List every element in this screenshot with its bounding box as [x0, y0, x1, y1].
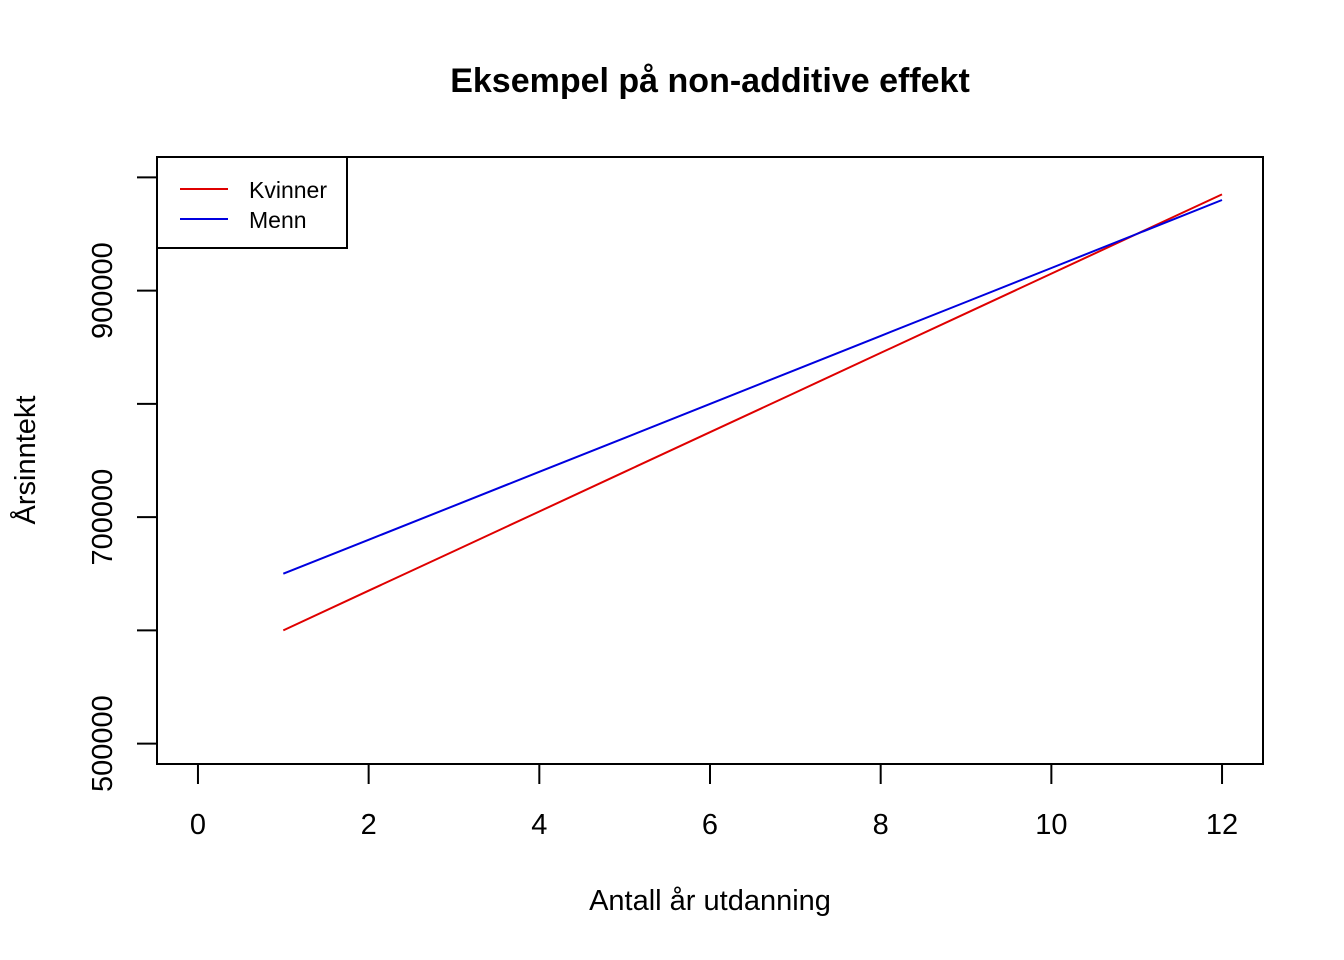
x-axis-label: Antall år utdanning [589, 885, 831, 917]
x-tick-label: 6 [702, 809, 718, 841]
chart-title: Eksempel på non-additive effekt [450, 62, 970, 100]
x-tick-label: 4 [531, 809, 547, 841]
series-layer [282, 193, 1223, 632]
series-line-menn [282, 199, 1223, 575]
y-axis-label: Årsinntekt [9, 396, 42, 525]
x-tick-label: 2 [361, 809, 377, 841]
legend-label-kvinner: Kvinner [249, 177, 327, 203]
legend: Kvinner Menn [156, 156, 348, 249]
x-tick-label: 0 [190, 809, 206, 841]
x-tick-label: 10 [1035, 809, 1067, 841]
legend-box [156, 156, 348, 249]
x-axis: 0 2 4 6 8 10 12 [190, 764, 1238, 841]
series-line-kvinner [282, 193, 1223, 632]
legend-label-menn: Menn [249, 207, 307, 233]
y-axis: 500000 700000 900000 [87, 176, 157, 792]
y-tick-label: 900000 [87, 242, 119, 339]
y-tick-label: 700000 [87, 469, 119, 566]
x-tick-label: 12 [1206, 809, 1238, 841]
y-tick-label: 500000 [87, 695, 119, 792]
x-tick-label: 8 [873, 809, 889, 841]
